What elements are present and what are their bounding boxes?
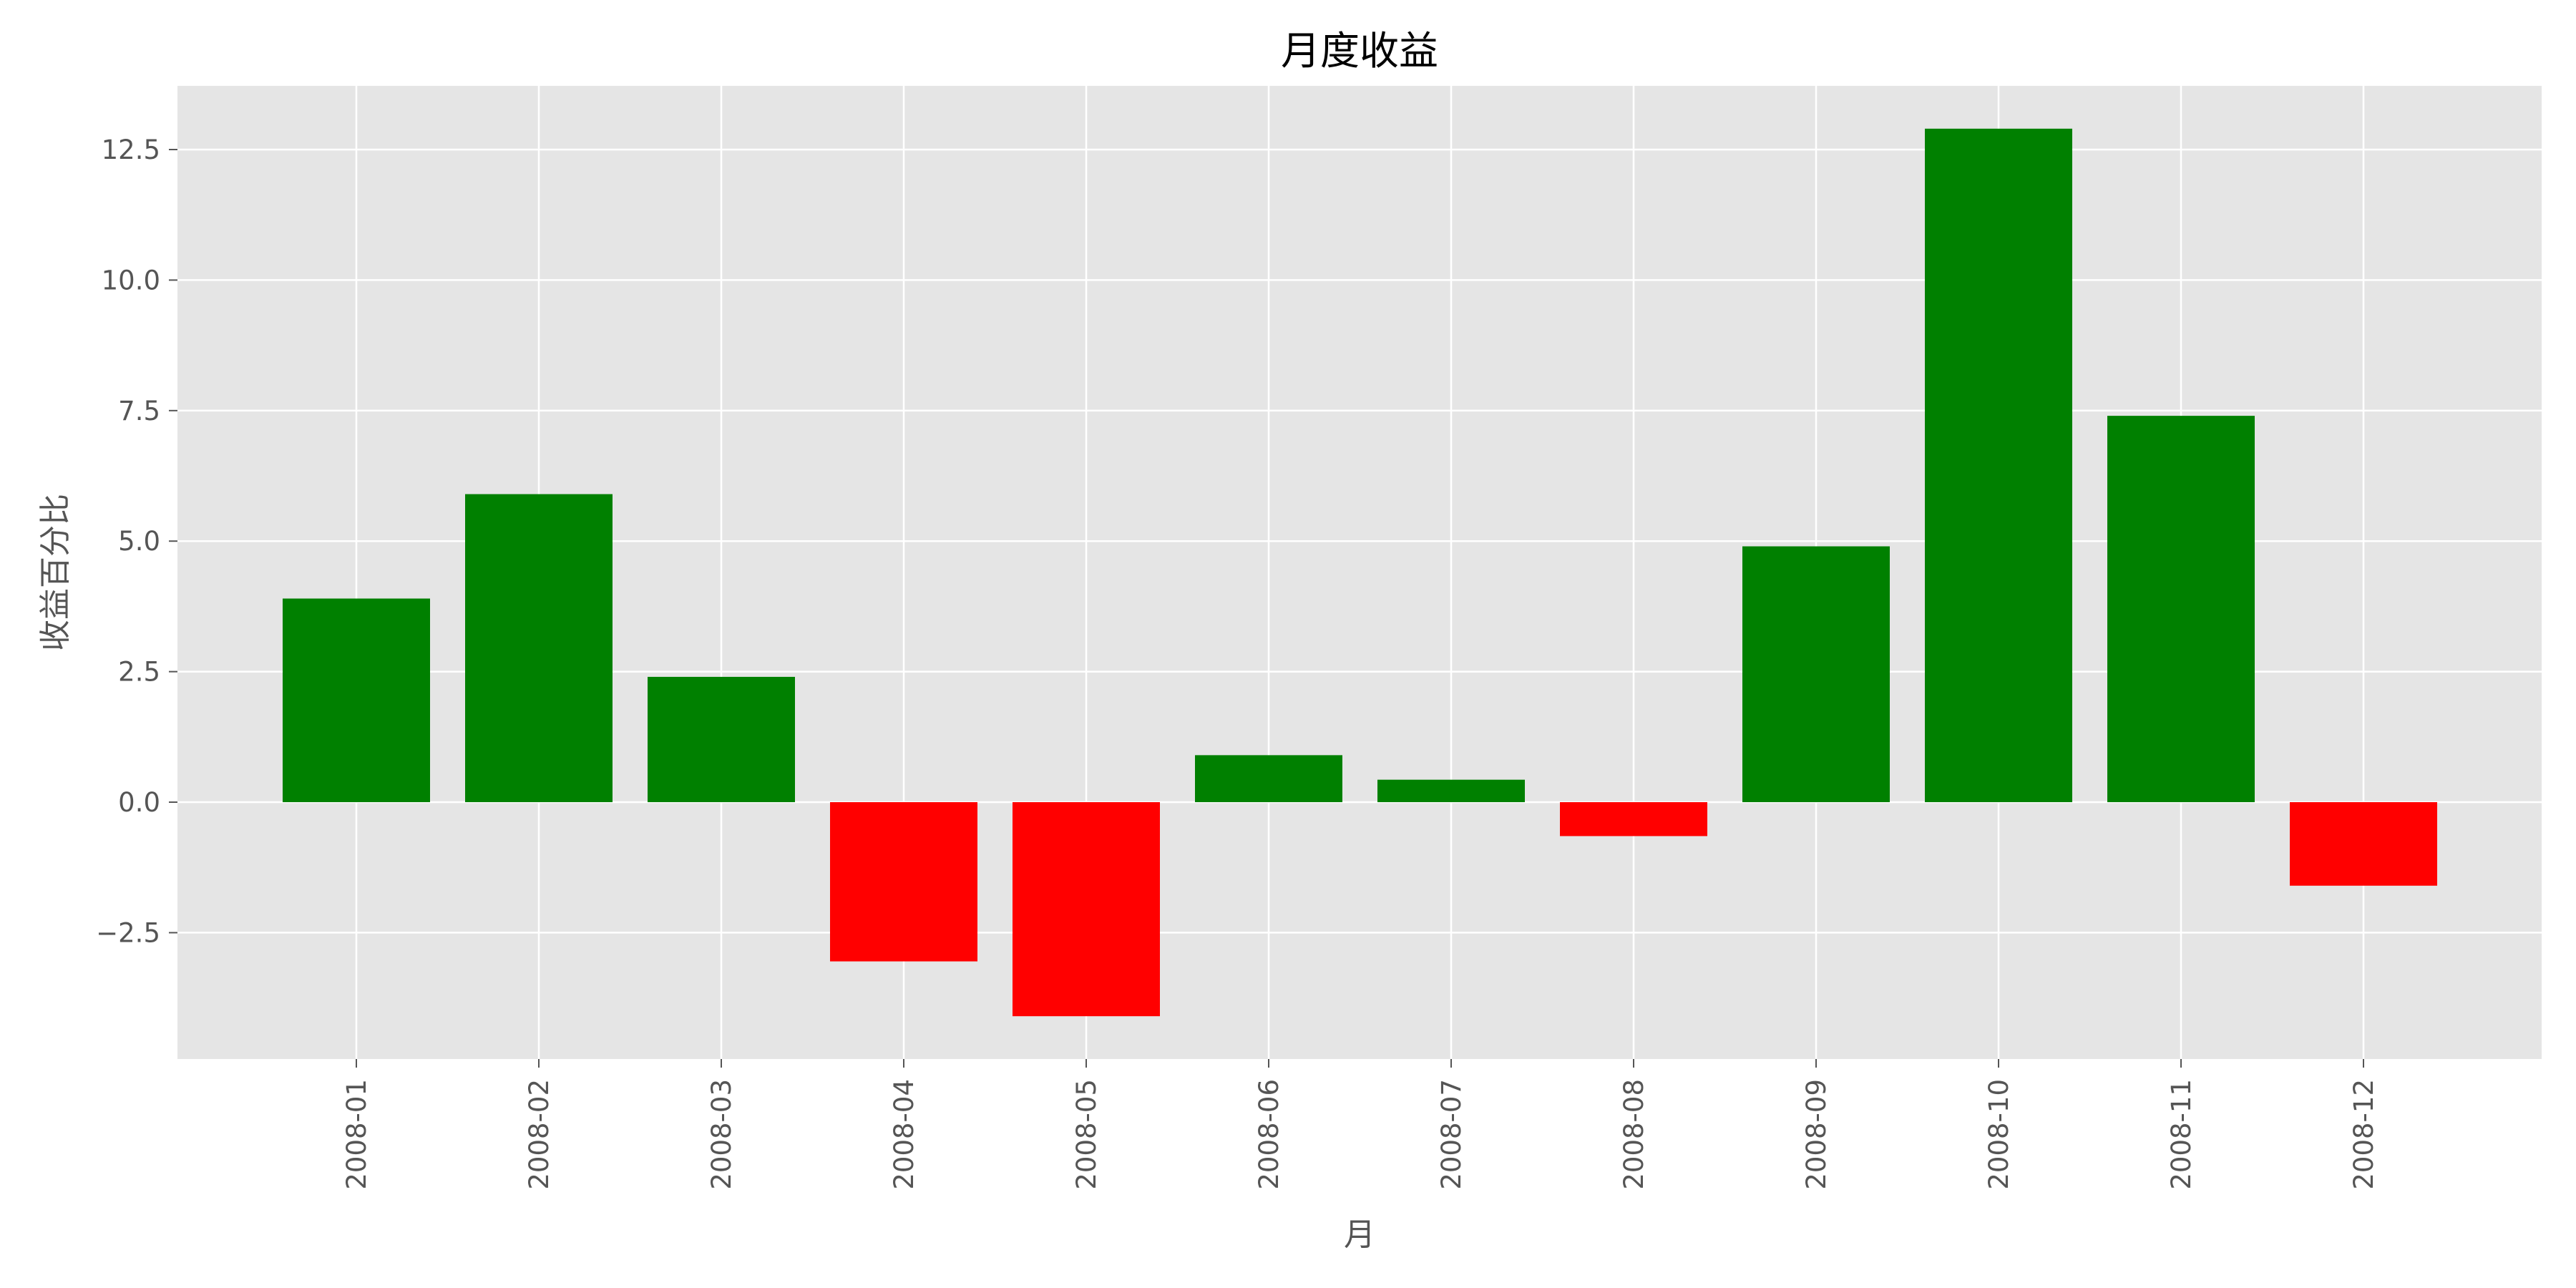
x-tick-label: 2008-07 [1436,1079,1467,1190]
x-tick-label: 2008-03 [706,1079,737,1190]
y-tick-label: −2.5 [96,917,160,948]
bar-2008-11 [2107,416,2255,803]
x-tick-label: 2008-11 [2166,1079,2197,1190]
bar-2008-04 [830,802,977,962]
x-tick-label: 2008-09 [1801,1079,1832,1190]
grid-lines [177,86,2542,1059]
x-tick-label: 2008-08 [1619,1079,1649,1190]
y-axis-label: 收益百分比 [37,494,74,651]
bar-2008-03 [648,676,795,803]
y-tick-label: 5.0 [118,526,160,557]
x-tick-label: 2008-01 [341,1079,372,1190]
bar-2008-12 [2290,802,2437,886]
bar-2008-10 [1925,128,2072,803]
chart-title: 月度收益 [1281,28,1438,74]
x-axis-label: 月 [1344,1216,1375,1253]
y-tick-label: 10.0 [102,265,160,296]
x-tick-label: 2008-05 [1071,1079,1102,1190]
x-tick-label: 2008-12 [2348,1079,2379,1190]
x-tick-label: 2008-04 [889,1079,919,1190]
bar-2008-08 [1560,802,1707,836]
y-tick-label: 7.5 [118,396,160,426]
y-axis-ticks: −2.5 0.0 2.5 5.0 7.5 10.0 12.5 [96,135,177,948]
bar-2008-02 [465,494,613,803]
bar-2008-07 [1377,779,1525,803]
y-tick-label: 2.5 [118,657,160,688]
bar-2008-06 [1195,755,1342,803]
bars [283,128,2437,1017]
bar-2008-05 [1013,802,1160,1017]
y-tick-label: 12.5 [102,135,160,165]
bar-2008-09 [1742,546,1890,803]
x-tick-label: 2008-06 [1254,1079,1284,1190]
x-axis-ticks: 2008-01 2008-02 2008-03 2008-04 2008-05 2008-… [341,1059,2379,1190]
x-tick-label: 2008-10 [1984,1079,2014,1190]
y-tick-label: 0.0 [118,787,160,818]
bar-2008-01 [283,598,430,803]
x-tick-label: 2008-02 [524,1079,555,1190]
